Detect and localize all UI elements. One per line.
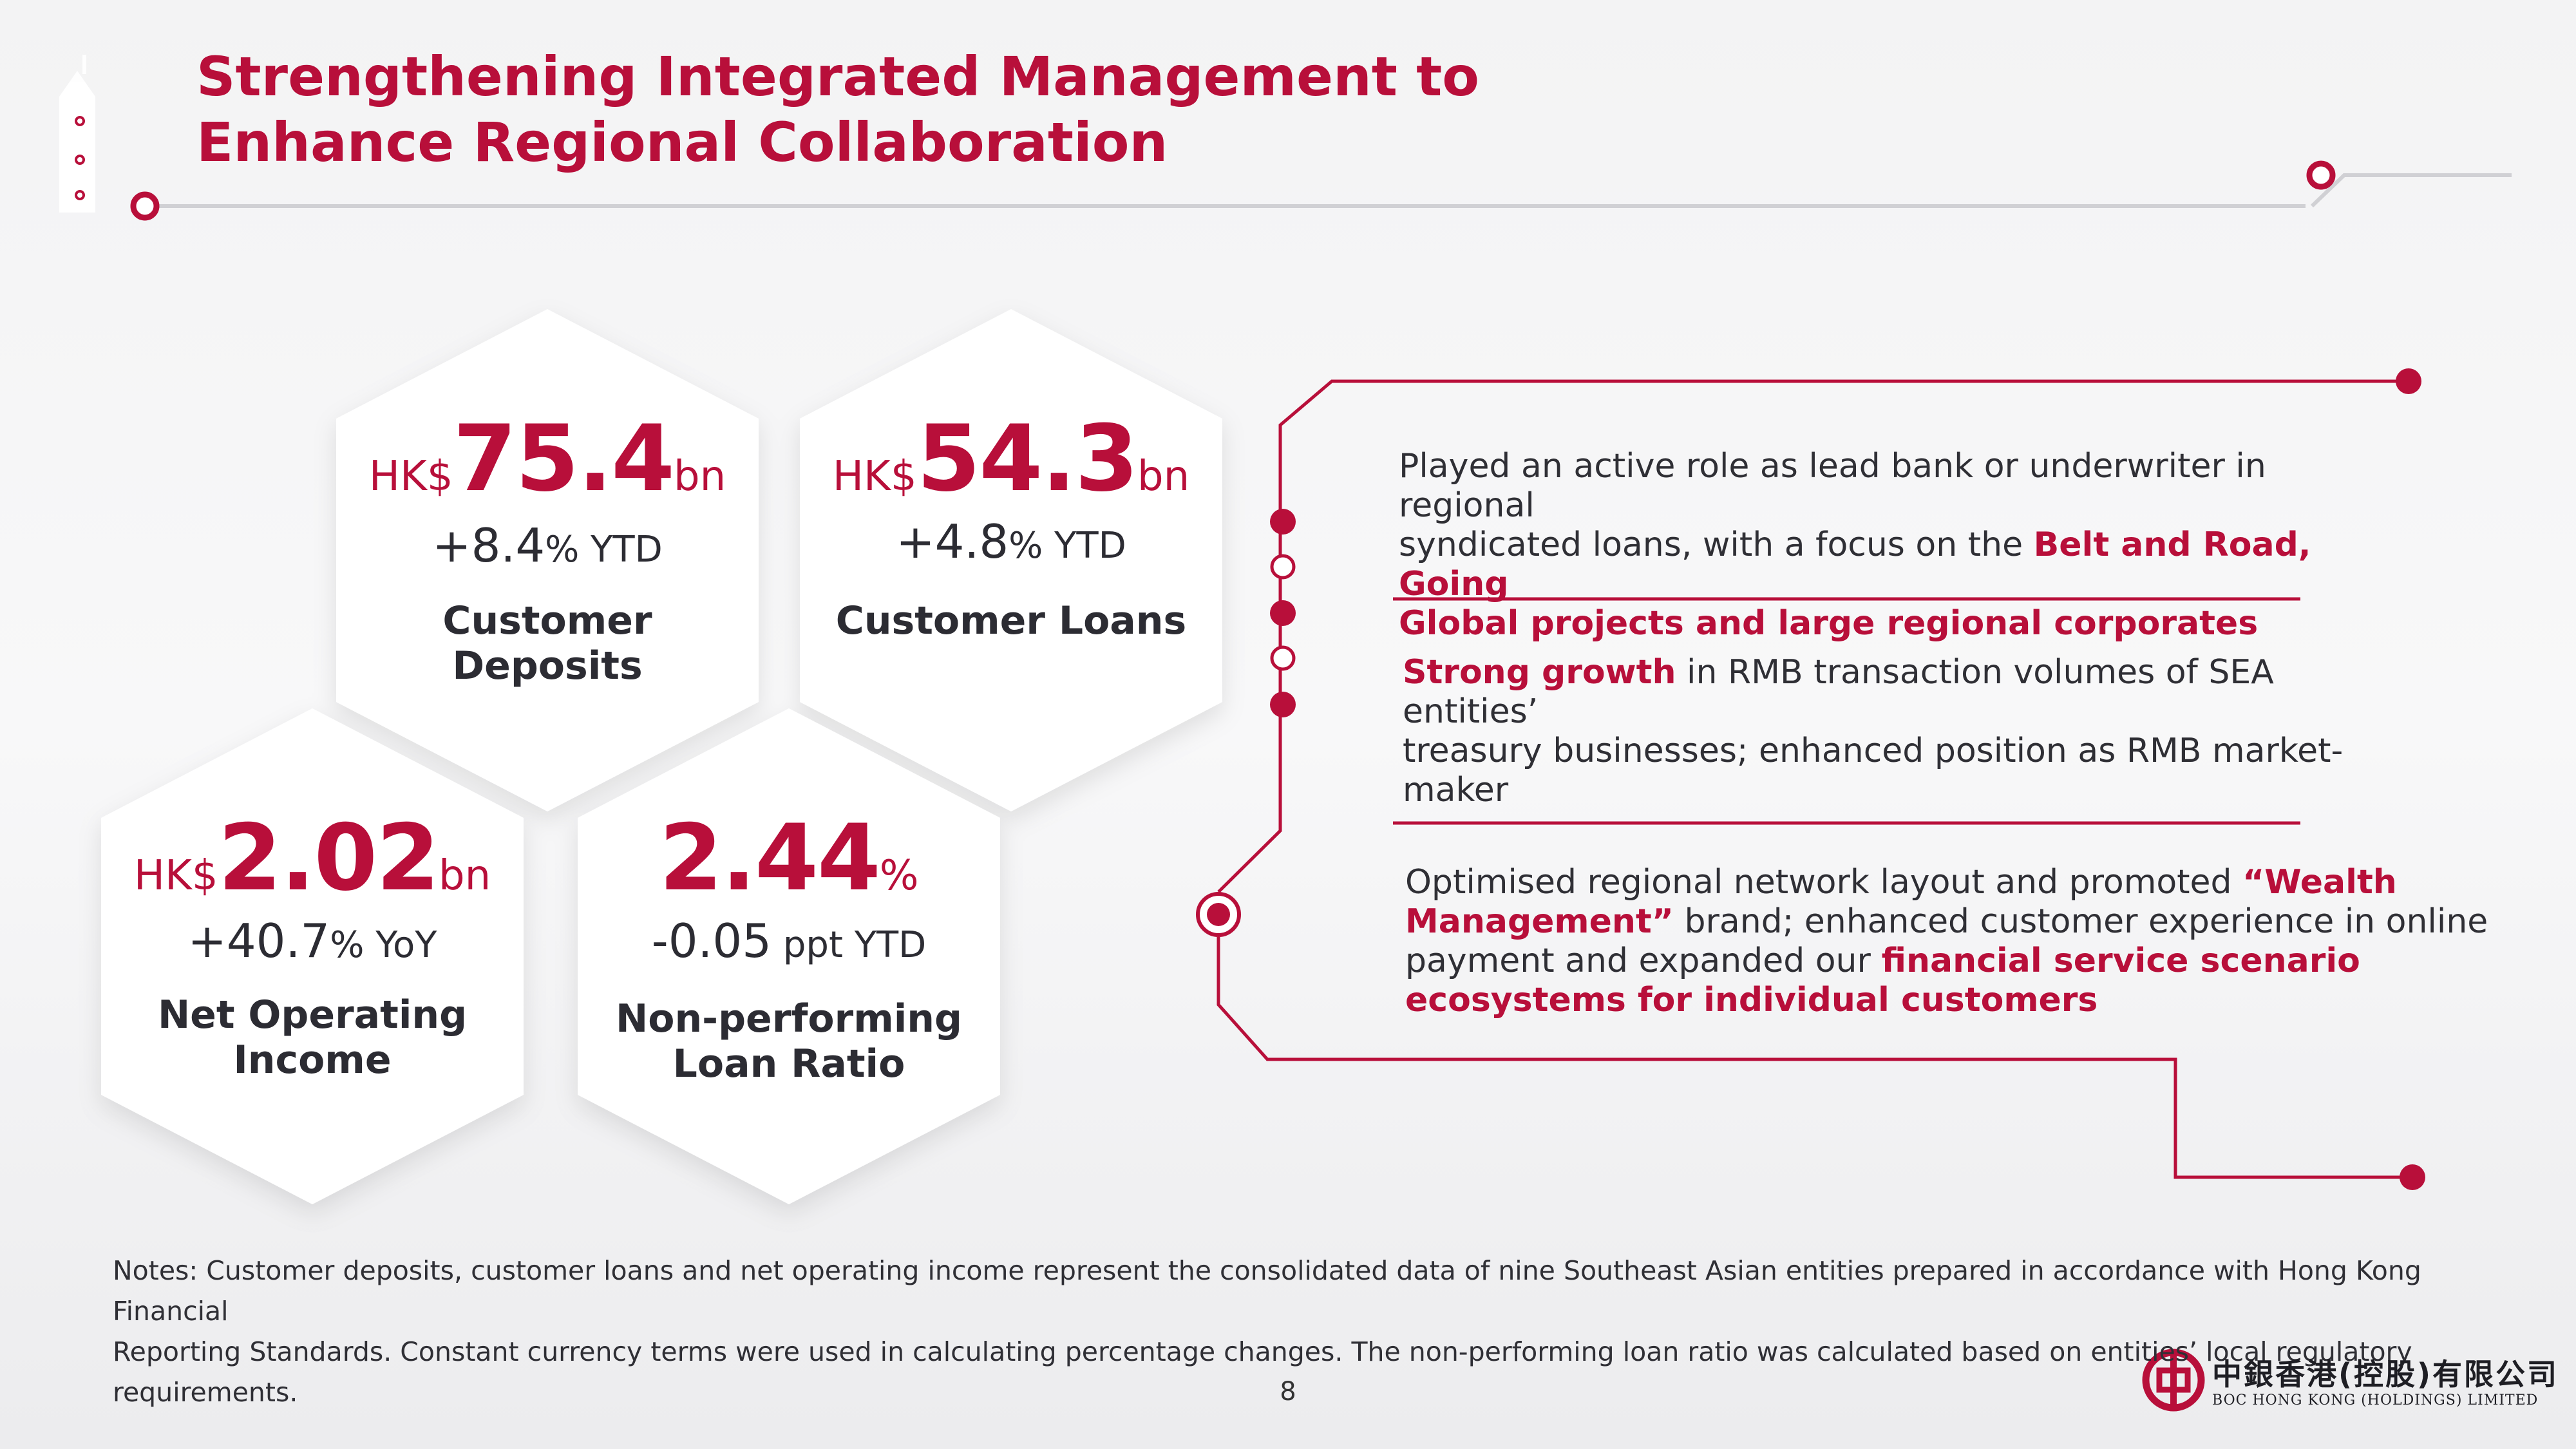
point-network-layout: Optimised regional network layout and pr… — [1405, 863, 2488, 1019]
tower-icon — [59, 55, 95, 213]
metric-deposits: HK$75.4bn +8.4% YTD Customer Deposits — [368, 406, 726, 688]
logo-chinese-name: 中銀香港(控股)有限公司 — [2212, 1357, 2559, 1392]
bullet-dots — [1270, 509, 1296, 717]
target-icon — [1196, 892, 1241, 937]
metric-loans: HK$54.3bn +4.8% YTD Customer Loans — [832, 406, 1190, 643]
header-dot-right — [2306, 160, 2336, 190]
circuit-dot-top — [2396, 368, 2421, 394]
circuit-lines — [1217, 379, 2409, 1179]
point-syndicated-loans: Played an active role as lead bank or un… — [1399, 447, 2311, 643]
hex-income — [101, 708, 524, 1204]
metric-npl: 2.44% -0.05 ppt YTD Non-performing Loan … — [616, 805, 962, 1086]
metric-income: HK$2.02bn +40.7% YoY Net Operating Incom… — [133, 805, 491, 1083]
hex-npl — [578, 708, 1000, 1204]
hex-loans — [800, 309, 1222, 811]
header-dot-left — [130, 191, 160, 221]
point-rmb-growth: Strong growth in RMB transaction volumes… — [1403, 653, 2344, 810]
footnotes: Notes: Customer deposits, customer loans… — [113, 1255, 2421, 1408]
logo-english-name: BOC HONG KONG (HOLDINGS) LIMITED — [2212, 1392, 2539, 1408]
boc-logo-icon — [2142, 1349, 2205, 1412]
hex-deposits — [336, 309, 759, 811]
page-number: 8 — [1280, 1377, 1296, 1406]
page-title: Strengthening Integrated Management to E… — [196, 45, 1480, 174]
circuit-dot-bottom — [2400, 1164, 2425, 1190]
